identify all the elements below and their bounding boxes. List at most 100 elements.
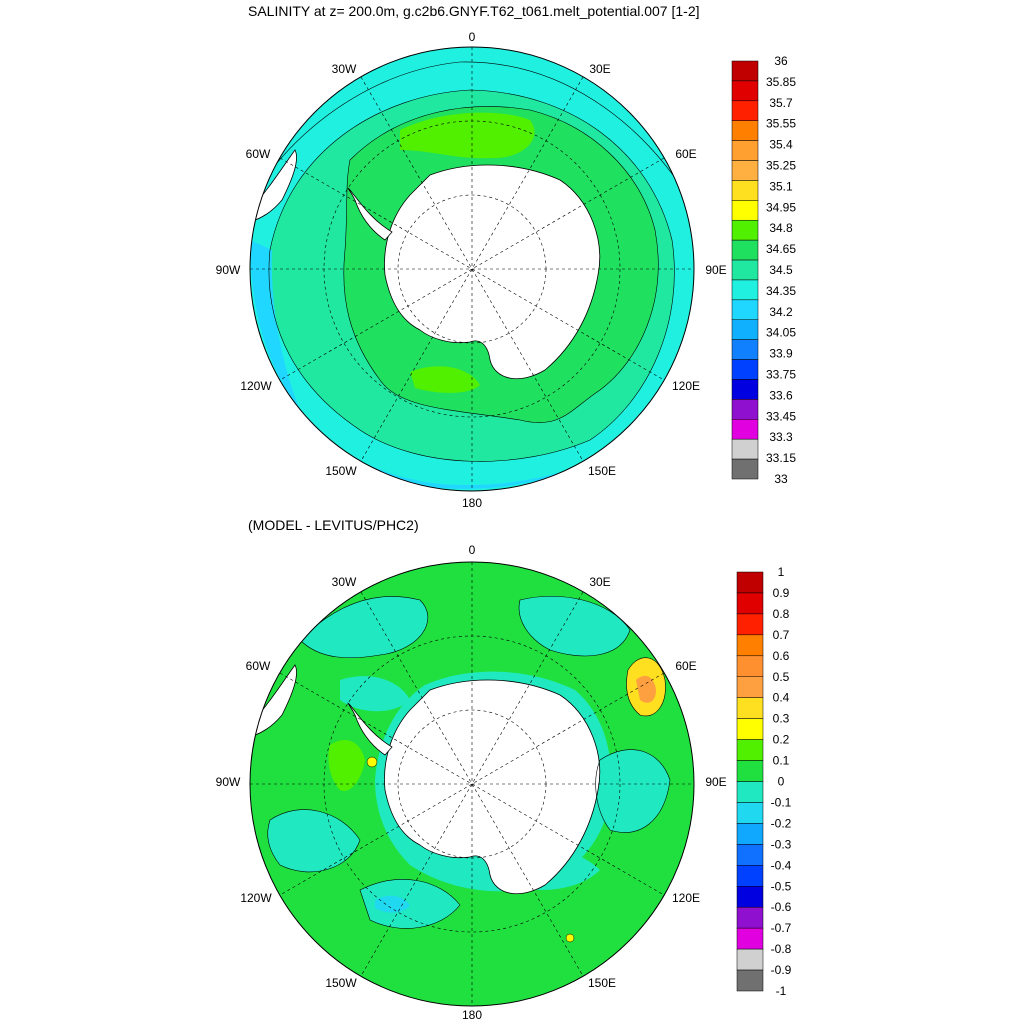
- top-lon-150w: 150W: [325, 464, 357, 478]
- bottom-panel: (MODEL - LEVITUS/PHC2): [216, 517, 792, 1022]
- top-colorbar-label: 33: [774, 472, 788, 486]
- top-colorbar-label: 33.9: [769, 347, 793, 361]
- top-lon-60e: 60E: [675, 147, 696, 161]
- bottom-warm-4: [366, 756, 378, 768]
- top-colorbar-swatch: [731, 379, 759, 400]
- bottom-patch-5: [360, 879, 460, 929]
- top-colorbar-swatch: [731, 120, 759, 141]
- bottom-lon-90w: 90W: [216, 775, 241, 789]
- bottom-colorbar-label: -0.4: [771, 858, 792, 872]
- bottom-patch-4: [267, 809, 360, 872]
- top-colorbar-swatch: [731, 458, 759, 480]
- top-lon-60w: 60W: [246, 147, 271, 161]
- bottom-colorbar-swatch: [736, 760, 764, 782]
- bottom-lon-30e: 30E: [589, 575, 610, 589]
- bottom-south-america: [250, 664, 297, 738]
- bottom-map-border: [249, 561, 695, 1007]
- bottom-colorbar-swatch: [736, 886, 764, 908]
- bottom-colorbar-swatch: [736, 676, 764, 698]
- top-lon-120e: 120E: [672, 379, 700, 393]
- bottom-lon-90e: 90E: [705, 775, 726, 789]
- top-map-border: [249, 46, 695, 492]
- bottom-lon-150e: 150E: [588, 976, 616, 990]
- top-antarctica: [384, 164, 601, 379]
- bottom-warm-5: [565, 933, 575, 943]
- top-lon-120w: 120W: [240, 379, 272, 393]
- top-lon-30w: 30W: [332, 62, 357, 76]
- bottom-lon-180: 180: [462, 1008, 482, 1022]
- top-lon-0: 0: [469, 30, 476, 44]
- top-lon-180: 180: [462, 496, 482, 510]
- top-colorbar-swatch: [731, 259, 759, 281]
- bottom-patch-3: [595, 749, 670, 833]
- bottom-colorbar-swatch: [736, 592, 764, 615]
- top-lon-90e: 90E: [705, 263, 726, 277]
- top-contours: [250, 61, 691, 462]
- top-colorbar-swatch: [731, 200, 759, 221]
- bottom-graticule: [250, 562, 694, 1006]
- top-colorbar-swatch: [731, 180, 759, 201]
- bottom-colorbar-label: -0.9: [771, 963, 792, 977]
- bottom-lon-120w: 120W: [240, 891, 272, 905]
- top-colorbar-swatch: [731, 60, 759, 82]
- top-colorbar-swatch: [731, 160, 759, 181]
- bottom-colorbar-swatch: [736, 571, 764, 594]
- top-colorbar-label: 33.6: [769, 388, 793, 402]
- top-colorbar-label: 35.55: [766, 117, 796, 131]
- top-colorbar-label: 35.25: [766, 159, 796, 173]
- bottom-contours: [267, 595, 671, 929]
- bottom-colorbar-label: -0.8: [771, 942, 792, 956]
- top-lon-90w: 90W: [216, 263, 241, 277]
- top-colorbar-label: 33.45: [766, 409, 796, 423]
- top-colorbar-swatch: [731, 279, 759, 301]
- bottom-patch-8: [375, 895, 410, 913]
- top-colorbar-label: 35.7: [769, 96, 793, 110]
- top-colorbar-swatch: [731, 219, 759, 241]
- top-colorbar-swatch: [731, 299, 759, 321]
- top-colorbar-swatch: [731, 419, 759, 440]
- bottom-colorbar-label: 0.4: [773, 691, 790, 705]
- top-colorbar-label: 34.65: [766, 242, 796, 256]
- bottom-colorbar-label: 0.9: [773, 586, 790, 600]
- bottom-colorbar-label: 0.1: [773, 754, 790, 768]
- top-peninsula: [347, 187, 393, 241]
- bottom-colorbar-label: 0.2: [773, 733, 790, 747]
- top-colorbar-label: 35.85: [766, 75, 796, 89]
- bottom-colorbar-swatch: [736, 948, 764, 971]
- top-colorbar-swatch: [731, 239, 759, 261]
- bottom-lon-120e: 120E: [672, 891, 700, 905]
- bottom-warm-2: [636, 675, 656, 703]
- top-colorbar-label: 35.1: [769, 179, 793, 193]
- bottom-map: [250, 562, 694, 1006]
- bottom-colorbar-swatch: [736, 927, 764, 950]
- top-colorbar-label: 36: [774, 54, 788, 68]
- top-colorbar-swatch: [731, 339, 759, 360]
- bottom-colorbar-swatch: [736, 802, 764, 824]
- top-colorbar-swatch: [731, 438, 759, 460]
- bottom-title: (MODEL - LEVITUS/PHC2): [248, 517, 419, 533]
- bottom-colorbar-swatch: [736, 739, 764, 761]
- bottom-patch-2: [519, 596, 630, 656]
- bottom-colorbar-label: -0.7: [771, 921, 792, 935]
- top-colorbar-swatch: [731, 319, 759, 340]
- top-colorbar-swatch: [731, 359, 759, 380]
- bottom-colorbar: 1 0.9 0.8 0.7 0.6 0.5 0.4 0.3 0.2 0.1 0 -0.1 -0.2 -0.…: [736, 565, 792, 998]
- bottom-warm-3: [328, 740, 365, 791]
- top-colorbar-label: 34.2: [769, 305, 793, 319]
- bottom-antarctica: [384, 679, 601, 894]
- top-colorbar-swatch: [731, 399, 759, 420]
- bottom-lon-60e: 60E: [675, 659, 696, 673]
- top-panel: SALINITY at z= 200.0m, g.c2b6.GNYF.T62_t…: [216, 3, 797, 510]
- bottom-colorbar-label: -1: [776, 984, 787, 998]
- top-lon-150e: 150E: [588, 464, 616, 478]
- bottom-colorbar-label: -0.6: [771, 900, 792, 914]
- top-patch-2: [410, 366, 480, 393]
- top-band-d: [250, 240, 300, 410]
- top-colorbar-label: 34.35: [766, 284, 796, 298]
- bottom-colorbar-label: 0.6: [773, 649, 790, 663]
- bottom-colorbar-swatch: [736, 613, 764, 636]
- bottom-lon-30w: 30W: [332, 575, 357, 589]
- bottom-lon-labels: 0 30E 60E 90E 120E 150E 180 150W 120W 90…: [216, 543, 727, 1022]
- top-colorbar-label: 33.15: [766, 451, 796, 465]
